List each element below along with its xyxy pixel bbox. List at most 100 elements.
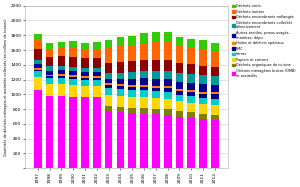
Bar — [46, 57, 53, 67]
Bar — [34, 90, 42, 168]
Bar — [117, 86, 124, 89]
Bar — [188, 83, 195, 90]
Bar — [69, 77, 77, 79]
Bar — [211, 92, 219, 94]
Bar — [211, 52, 219, 67]
Bar — [81, 80, 89, 86]
Bar — [93, 86, 101, 97]
Bar — [81, 50, 89, 58]
Bar — [93, 68, 101, 72]
Bar — [164, 71, 172, 79]
Bar — [69, 67, 77, 71]
Bar — [46, 67, 53, 70]
Bar — [140, 90, 148, 97]
Bar — [152, 79, 160, 86]
Bar — [58, 48, 65, 56]
Bar — [188, 90, 195, 92]
Bar — [188, 74, 195, 83]
Bar — [188, 118, 195, 168]
Bar — [58, 56, 65, 66]
Bar — [140, 42, 148, 60]
Bar — [176, 111, 183, 117]
Bar — [199, 75, 207, 84]
Bar — [176, 82, 183, 89]
Bar — [140, 114, 148, 168]
Bar — [117, 62, 124, 73]
Bar — [176, 37, 183, 46]
Bar — [140, 60, 148, 71]
Bar — [211, 115, 219, 120]
Bar — [58, 84, 65, 96]
Bar — [105, 95, 112, 106]
Bar — [128, 113, 136, 168]
Bar — [188, 92, 195, 96]
Bar — [117, 112, 124, 168]
Bar — [81, 78, 89, 80]
Bar — [93, 78, 101, 80]
Bar — [46, 75, 53, 76]
Bar — [140, 97, 148, 108]
Bar — [34, 70, 42, 71]
Bar — [199, 104, 207, 114]
Bar — [152, 42, 160, 60]
Bar — [117, 107, 124, 112]
Bar — [152, 71, 160, 79]
Bar — [164, 32, 172, 42]
Bar — [152, 86, 160, 88]
Bar — [188, 103, 195, 112]
Bar — [81, 76, 89, 78]
Bar — [46, 78, 53, 84]
Bar — [58, 74, 65, 76]
Bar — [105, 40, 112, 48]
Bar — [34, 68, 42, 70]
Bar — [199, 84, 207, 91]
Bar — [152, 109, 160, 114]
Bar — [176, 91, 183, 95]
Bar — [69, 75, 77, 77]
Bar — [128, 45, 136, 61]
Bar — [117, 79, 124, 84]
Bar — [81, 72, 89, 76]
Legend: Déchets verts, Déchets inertes, Déchets encombrants mélangés, Déchets encombrant: Déchets verts, Déchets inertes, Déchets … — [232, 4, 296, 78]
Bar — [152, 32, 160, 42]
Bar — [69, 48, 77, 57]
Bar — [211, 85, 219, 92]
Bar — [69, 42, 77, 48]
Y-axis label: Quantités de déchets ménagers et assimilés collectés (en milliers de tonnes): Quantités de déchets ménagers et assimil… — [4, 18, 8, 156]
Bar — [117, 37, 124, 46]
Bar — [105, 63, 112, 73]
Bar — [93, 80, 101, 86]
Bar — [69, 71, 77, 75]
Bar — [164, 99, 172, 110]
Bar — [81, 97, 89, 168]
Bar — [69, 96, 77, 168]
Bar — [199, 49, 207, 66]
Bar — [58, 70, 65, 74]
Bar — [164, 42, 172, 60]
Bar — [176, 63, 183, 73]
Bar — [140, 71, 148, 78]
Bar — [140, 33, 148, 42]
Bar — [211, 76, 219, 85]
Bar — [117, 84, 124, 86]
Bar — [46, 96, 53, 168]
Bar — [81, 86, 89, 97]
Bar — [164, 86, 172, 88]
Bar — [152, 114, 160, 168]
Bar — [188, 96, 195, 103]
Bar — [58, 96, 65, 168]
Bar — [164, 60, 172, 71]
Bar — [128, 36, 136, 45]
Bar — [211, 67, 219, 76]
Bar — [46, 84, 53, 96]
Bar — [46, 43, 53, 49]
Bar — [117, 89, 124, 96]
Bar — [117, 73, 124, 79]
Bar — [164, 88, 172, 92]
Bar — [199, 98, 207, 104]
Bar — [211, 99, 219, 105]
Bar — [105, 48, 112, 63]
Bar — [128, 72, 136, 79]
Bar — [140, 108, 148, 114]
Bar — [117, 96, 124, 107]
